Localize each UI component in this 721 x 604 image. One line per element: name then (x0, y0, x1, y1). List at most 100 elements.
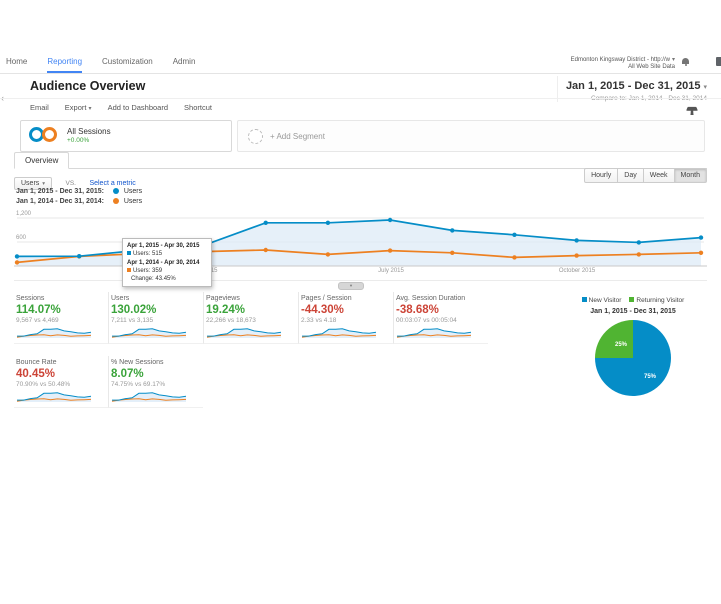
select-metric-link[interactable]: Select a metric (89, 180, 136, 187)
metric-card-new-sessions: % New Sessions 8.07% 74.75% vs 69.17% (109, 356, 203, 408)
metric-card-sparkline (111, 392, 187, 402)
chart-tooltip: Apr 1, 2015 - Apr 30, 2015 Users: 515 Ap… (122, 238, 212, 288)
chevron-down-icon: ▾ (42, 181, 46, 187)
add-segment-label: + Add Segment (270, 132, 325, 141)
metric-selector-row: Users ▾ VS. Select a metric (14, 172, 136, 190)
pie-legend: New Visitor Returning Visitor (556, 296, 710, 304)
tab-overview[interactable]: Overview (14, 152, 70, 169)
metric-card-bounce-rate: Bounce Rate 40.45% 70.90% vs 50.48% (14, 356, 109, 408)
metric-card-title[interactable]: Pages / Session (301, 295, 352, 302)
metric-card-comparison: 7,211 vs 3,135 (111, 317, 154, 324)
legend-dot-orange-icon (112, 197, 119, 204)
metric-card-comparison: 2.33 vs 4.18 (301, 317, 337, 324)
report-toolbar: Email Export ▾ Add to Dashboard Shortcut (30, 103, 212, 112)
pie-legend-new-visitor: New Visitor (581, 296, 621, 304)
tooltip-change: Change: 43.45% (131, 276, 176, 283)
metric-card-percent: -38.68% (396, 304, 439, 316)
metric-card-title[interactable]: Sessions (16, 295, 45, 302)
metric-card-title[interactable]: Bounce Rate (16, 359, 57, 366)
metric-card-comparison: 9,567 vs 4,469 (16, 317, 59, 324)
series-swatch-orange-icon (127, 267, 131, 272)
metric-card-title[interactable]: Pageviews (206, 295, 240, 302)
metric-cards-row-1: Sessions 114.07% 9,567 vs 4,469 Users 13… (14, 292, 488, 344)
account-name: Edmonton Kingsway District - http://w (570, 57, 670, 63)
pie-slice-label-returning: 25% (615, 342, 628, 348)
legend-range-2015: Jan 1, 2015 - Dec 31, 2015: (16, 188, 104, 195)
tooltip-users-2015: Users: 515 (133, 251, 163, 258)
metric-card-comparison: 22,266 vs 18,673 (206, 317, 256, 324)
tooltip-date-2014: Apr 1, 2014 - Apr 30, 2014 (127, 259, 200, 266)
legend-series-2015: Users (123, 188, 143, 195)
export-button[interactable]: Export ▾ (64, 103, 92, 112)
y-tick-1200: 1,200 (16, 211, 32, 217)
line-chart-canvas[interactable] (14, 206, 707, 270)
x-tick-october: October 2015 (558, 268, 596, 274)
account-view: All Web Site Data (628, 64, 675, 70)
granularity-month-button[interactable]: Month (673, 168, 707, 183)
divider (14, 280, 707, 281)
granularity-day-button[interactable]: Day (617, 168, 644, 183)
pie-title: Jan 1, 2015 - Dec 31, 2015 (590, 308, 676, 315)
legend-series-2014: Users (123, 197, 143, 205)
metric-card-comparison: 70.90% vs 50.48% (16, 381, 71, 388)
metric-dropdown[interactable]: Users ▾ (14, 177, 53, 190)
timeline-scroll-thumb[interactable]: ▾ (338, 282, 364, 290)
notifications-bell-icon[interactable] (682, 58, 689, 66)
visitor-type-pie-chart[interactable] (595, 320, 671, 396)
shortcut-button[interactable]: Shortcut (184, 103, 212, 112)
metric-card-users: Users 130.02% 7,211 vs 3,135 (109, 292, 204, 344)
metric-card-percent: -44.30% (301, 304, 344, 316)
metric-card-title[interactable]: Avg. Session Duration (396, 295, 466, 302)
metric-card-percent: 8.07% (111, 368, 144, 380)
metric-card-pageviews: Pageviews 19.24% 22,266 vs 18,673 (204, 292, 299, 344)
tooltip-users-2014: Users: 359 (133, 267, 163, 274)
metric-card-avg-session-duration: Avg. Session Duration -38.68% 00:03:07 v… (394, 292, 488, 344)
metric-card-sparkline (301, 328, 377, 338)
y-tick-600: 600 (16, 235, 27, 241)
nav-item-admin[interactable]: Admin (172, 57, 196, 66)
series-swatch-blue-icon (127, 251, 131, 256)
page-title: Audience Overview (30, 79, 146, 93)
pie-chart-wrap: 75% 25% (595, 320, 671, 396)
visitor-type-pie-section: New Visitor Returning Visitor Jan 1, 201… (556, 296, 710, 396)
vs-label: VS. (65, 180, 76, 187)
nav-item-home[interactable]: Home (6, 57, 28, 66)
add-segment-circle-icon (248, 129, 263, 144)
donut-orange-icon (42, 127, 57, 142)
education-hat-icon[interactable] (686, 106, 698, 111)
legend-range-2014: Jan 1, 2014 - Dec 31, 2014: (16, 197, 104, 205)
email-button[interactable]: Email (30, 103, 49, 112)
metric-card-sessions: Sessions 114.07% 9,567 vs 4,469 (14, 292, 109, 344)
chevron-down-icon: ▾ (671, 57, 675, 63)
add-to-dashboard-button[interactable]: Add to Dashboard (107, 103, 169, 112)
chevron-down-icon: ▾ (703, 84, 707, 91)
divider (0, 98, 721, 99)
add-segment-button[interactable]: + Add Segment (237, 120, 705, 152)
account-selector[interactable]: Edmonton Kingsway District - http://w ▾ A… (571, 57, 675, 71)
metric-card-title[interactable]: Users (111, 295, 130, 302)
segment-delta: +0.00% (67, 137, 90, 144)
nav-item-customization[interactable]: Customization (102, 57, 153, 66)
segment-all-sessions[interactable]: All Sessions +0.00% (20, 120, 232, 152)
users-line-chart[interactable]: 1,200 600 April 2015 July 2015 October 2… (14, 206, 707, 290)
apps-icon[interactable] (716, 57, 721, 66)
legend-swatch-blue-icon (581, 297, 587, 302)
metric-card-percent: 130.02% (111, 304, 157, 316)
pie-slice-label-new: 75% (644, 374, 657, 380)
segment-donut-icon (29, 127, 57, 142)
metric-card-sparkline (396, 328, 472, 338)
granularity-hourly-button[interactable]: Hourly (584, 168, 619, 183)
nav-item-reporting[interactable]: Reporting (47, 57, 83, 73)
metric-card-title[interactable]: % New Sessions (111, 359, 164, 366)
divider (0, 73, 721, 74)
date-range-value: Jan 1, 2015 - Dec 31, 2015 (565, 80, 701, 92)
metric-card-comparison: 00:03:07 vs 00:05:04 (396, 317, 457, 324)
metric-card-sparkline (16, 328, 92, 338)
legend-swatch-green-icon (629, 297, 635, 302)
granularity-buttons: Hourly Day Week Month (584, 168, 707, 183)
top-navbar: Home Reporting Customization Admin Edmon… (0, 55, 721, 73)
granularity-week-button[interactable]: Week (642, 168, 675, 183)
metric-card-percent: 40.45% (16, 368, 56, 380)
legend-dot-blue-icon (112, 188, 119, 194)
